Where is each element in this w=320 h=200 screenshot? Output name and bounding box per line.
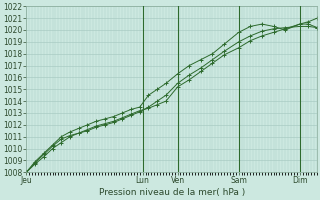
X-axis label: Pression niveau de la mer( hPa ): Pression niveau de la mer( hPa ) [99,188,245,197]
